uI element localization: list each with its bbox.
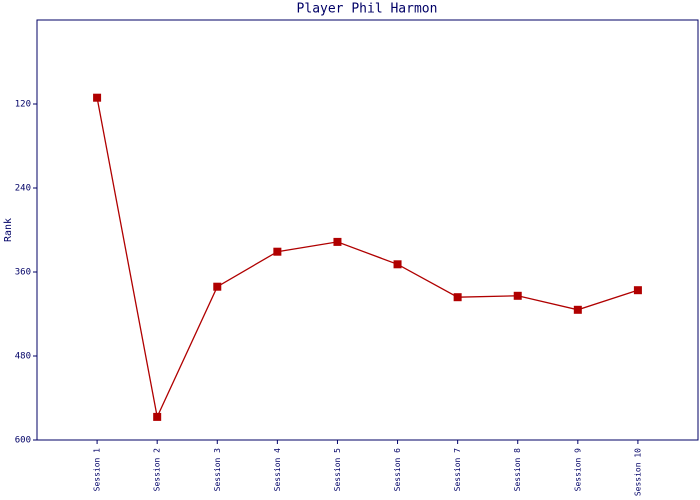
point-marker bbox=[333, 237, 342, 246]
series-line bbox=[96, 97, 639, 420]
y-tick-label: 360 bbox=[15, 268, 31, 278]
y-axis-label: Rank bbox=[3, 218, 14, 242]
x-tick-label: Session 9 bbox=[573, 448, 582, 492]
x-tick-label: Session 10 bbox=[633, 448, 642, 496]
x-tick-label: Session 4 bbox=[273, 448, 282, 492]
point-marker bbox=[393, 260, 402, 269]
x-tick-label: Session 8 bbox=[513, 448, 522, 492]
y-tick-label: 120 bbox=[15, 100, 31, 110]
point-marker bbox=[153, 412, 162, 421]
x-tick-label: Session 6 bbox=[393, 448, 402, 492]
y-tick-label: 240 bbox=[15, 184, 31, 194]
plot-frame bbox=[36, 19, 699, 441]
point-marker bbox=[513, 291, 522, 300]
x-tick-label: Session 7 bbox=[453, 448, 462, 492]
point-marker bbox=[633, 286, 642, 295]
point-marker bbox=[93, 93, 102, 102]
point-marker bbox=[273, 247, 282, 256]
x-tick-label: Session 3 bbox=[213, 448, 222, 492]
point-marker bbox=[213, 282, 222, 291]
x-tick-label: Session 2 bbox=[153, 448, 162, 492]
x-tick-label: Session 5 bbox=[333, 448, 342, 492]
y-tick-label: 480 bbox=[15, 352, 31, 362]
point-marker bbox=[453, 293, 462, 302]
y-tick-label: 600 bbox=[15, 436, 31, 446]
point-marker bbox=[573, 305, 582, 314]
chart-title: Player Phil Harmon bbox=[297, 2, 438, 17]
x-tick-label: Session 1 bbox=[93, 448, 102, 492]
